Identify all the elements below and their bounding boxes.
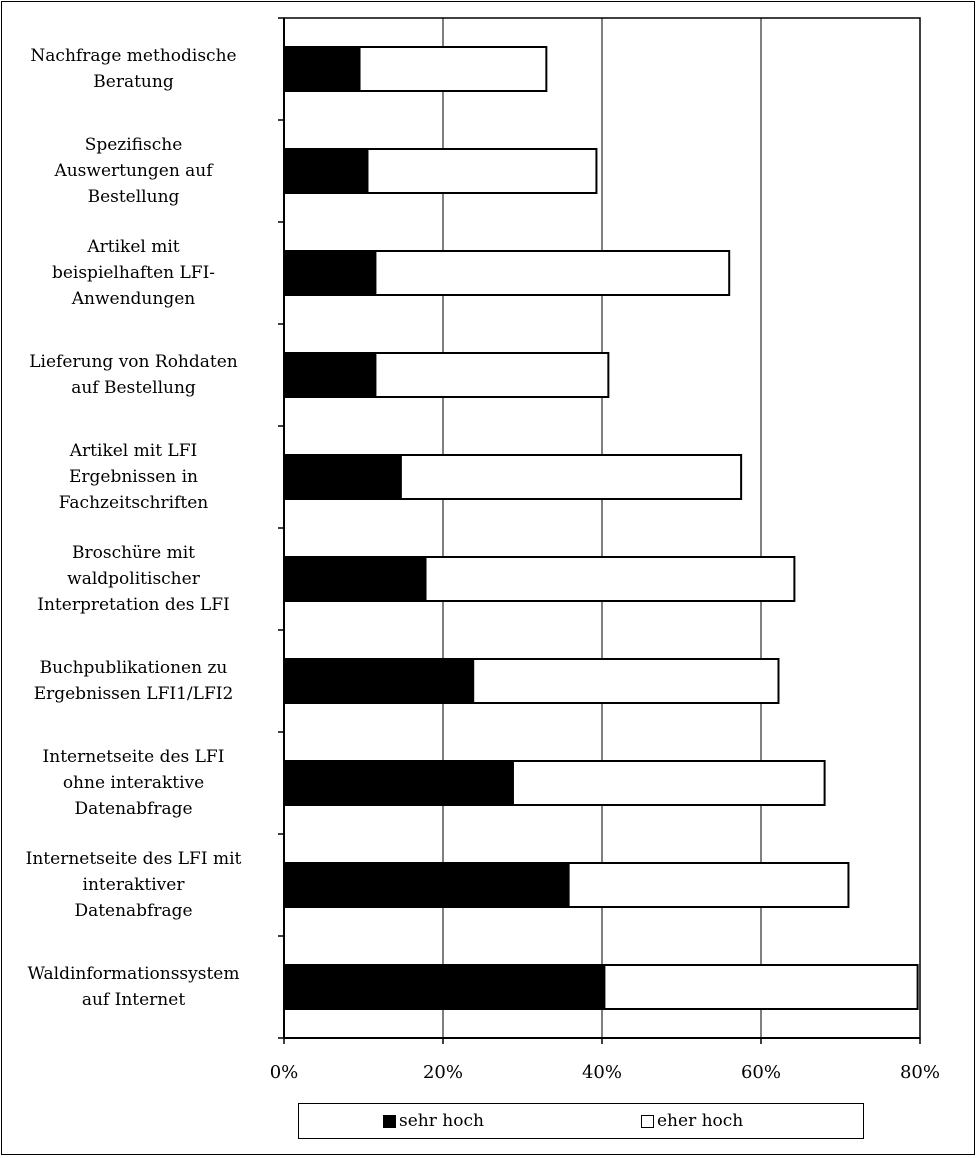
- bar-eher-hoch: [511, 760, 826, 806]
- legend-item-sehr-hoch: sehr hoch: [383, 1111, 484, 1131]
- bar-eher-hoch: [472, 658, 780, 704]
- bar-sehr-hoch: [283, 454, 402, 500]
- x-tick-label: 80%: [899, 1062, 940, 1083]
- bar-eher-hoch: [567, 862, 850, 908]
- bar-sehr-hoch: [283, 658, 475, 704]
- legend: sehr hoch eher hoch: [298, 1103, 864, 1139]
- bar-eher-hoch: [603, 964, 919, 1010]
- bar-sehr-hoch: [283, 760, 514, 806]
- bar-eher-hoch: [399, 454, 743, 500]
- category-label: Broschüre mit waldpolitischer Interpreta…: [37, 543, 230, 615]
- x-tick-label: 20%: [422, 1062, 463, 1083]
- bar-sehr-hoch: [283, 964, 606, 1010]
- bar-eher-hoch: [374, 250, 731, 296]
- legend-label-eher-hoch: eher hoch: [657, 1111, 744, 1131]
- bar-sehr-hoch: [283, 250, 377, 296]
- legend-swatch-eher-hoch: [641, 1114, 654, 1128]
- category-label: Artikel mit LFI Ergebnissen in Fachzeits…: [58, 441, 209, 513]
- x-tick-label: 60%: [740, 1062, 781, 1083]
- bar-eher-hoch: [424, 556, 796, 602]
- bar-sehr-hoch: [283, 352, 377, 398]
- bar-sehr-hoch: [283, 556, 427, 602]
- bar-eher-hoch: [366, 148, 598, 194]
- category-label: Buchpublikationen zu Ergebnissen LFI1/LF…: [33, 658, 234, 704]
- legend-item-eher-hoch: eher hoch: [641, 1111, 743, 1131]
- category-label: Lieferung von Rohdaten auf Bestellung: [29, 352, 238, 398]
- legend-label-sehr-hoch: sehr hoch: [399, 1111, 484, 1131]
- x-tick-label: 0%: [269, 1062, 299, 1083]
- category-label: Internetseite des LFI ohne interaktive D…: [42, 747, 225, 819]
- category-label: Waldinformationssystem auf Internet: [27, 964, 240, 1010]
- category-label: Artikel mit beispielhaften LFI- Anwendun…: [51, 237, 216, 309]
- category-label: Nachfrage methodische Beratung: [30, 46, 237, 92]
- bar-sehr-hoch: [283, 862, 570, 908]
- bar-sehr-hoch: [283, 148, 369, 194]
- category-label: Spezifische Auswertungen auf Bestellung: [54, 135, 213, 207]
- bar-sehr-hoch: [283, 46, 361, 92]
- legend-swatch-sehr-hoch: [383, 1114, 396, 1128]
- x-tick-label: 40%: [581, 1062, 622, 1083]
- category-label: Internetseite des LFI mit interaktiver D…: [25, 849, 242, 921]
- bar-eher-hoch: [358, 46, 548, 92]
- bar-eher-hoch: [374, 352, 610, 398]
